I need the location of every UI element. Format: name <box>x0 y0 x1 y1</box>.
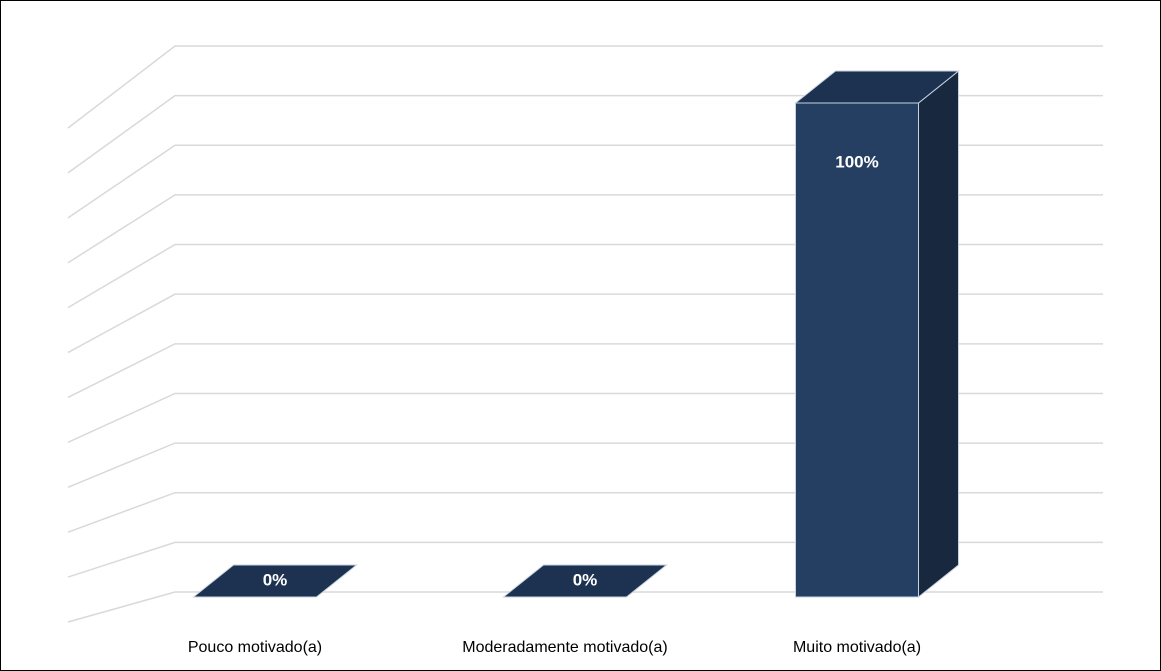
grid-line <box>67 392 1103 444</box>
x-tick-label: Moderadamente motivado(a) <box>462 639 667 656</box>
value-label: 0% <box>573 570 598 589</box>
bar <box>794 69 960 599</box>
grid-line <box>67 293 1103 354</box>
value-label: 0% <box>263 570 288 589</box>
bar-top <box>192 564 358 598</box>
bar-side <box>918 69 959 599</box>
grid-line <box>67 194 1103 264</box>
x-tick-label: Muito motivado(a) <box>793 639 921 656</box>
grid-line <box>67 591 1103 623</box>
grid-line <box>67 541 1103 578</box>
x-tick-label: Pouco motivado(a) <box>188 639 322 656</box>
grid-line <box>67 243 1103 309</box>
grid-line <box>67 491 1103 533</box>
grid-line <box>67 45 1103 129</box>
bar <box>502 564 668 598</box>
bar <box>192 564 358 598</box>
grid-line <box>67 144 1103 219</box>
grid-line <box>67 94 1103 174</box>
bar-front <box>795 102 919 598</box>
grid-line <box>67 343 1103 399</box>
value-label: 100% <box>835 152 878 171</box>
bar-top <box>794 70 960 104</box>
bar-top <box>502 564 668 598</box>
grid-line <box>67 442 1103 488</box>
